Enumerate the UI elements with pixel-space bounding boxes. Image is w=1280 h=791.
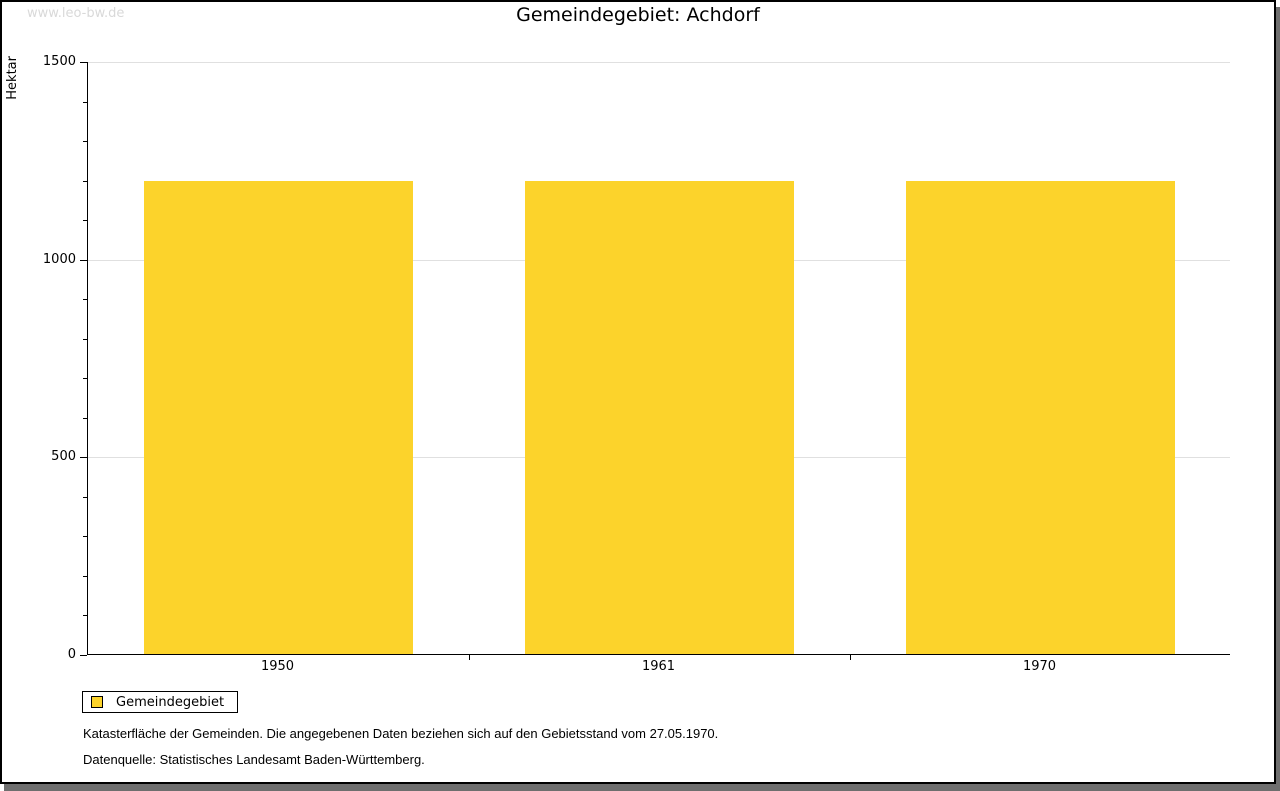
bar [906, 181, 1175, 654]
y-axis-minor-tick [83, 101, 87, 103]
x-tick-label: 1950 [260, 659, 295, 674]
y-axis-minor-tick [83, 536, 87, 538]
y-tick-label: 500 [51, 449, 76, 465]
legend: Gemeindegebiet [82, 691, 239, 713]
y-axis-minor-tick [83, 378, 87, 380]
y-axis-minor-tick [83, 220, 87, 222]
x-axis-tick [850, 654, 851, 660]
legend-label: Gemeindegebiet [116, 694, 225, 710]
y-axis-minor-tick [83, 496, 87, 498]
bar [525, 181, 794, 654]
y-axis-minor-tick [83, 299, 87, 301]
y-tick-label: 1000 [42, 251, 76, 267]
y-axis-minor-tick [83, 180, 87, 182]
watermark: www.leo-bw.de [27, 6, 125, 21]
y-axis-minor-tick [83, 575, 87, 577]
x-tick-label: 1970 [1022, 659, 1057, 674]
y-axis-minor-tick [83, 338, 87, 340]
gridline [88, 62, 1230, 63]
bar [144, 181, 413, 654]
chart-title: Gemeindegebiet: Achdorf [516, 4, 760, 26]
y-axis-major-tick [80, 655, 87, 656]
plot-area [80, 62, 1230, 660]
y-tick-label: 1500 [42, 54, 76, 69]
y-axis-major-tick [80, 259, 87, 261]
y-axis-major-tick [80, 457, 87, 459]
y-axis-tick-labels: 0 500 1000 1500 [14, 2, 76, 782]
x-axis-tick-labels: 1950 1961 1970 [87, 659, 1230, 677]
y-axis-minor-tick [83, 141, 87, 143]
x-axis-tick [469, 654, 470, 660]
y-axis-minor-tick [83, 417, 87, 419]
y-axis-major-tick [80, 62, 87, 63]
x-tick-label: 1961 [641, 659, 676, 674]
y-axis-minor-tick [83, 615, 87, 617]
footnote-source-note: Katasterfläche der Gemeinden. Die angege… [83, 726, 719, 741]
legend-swatch [91, 696, 103, 708]
footnote-data-source: Datenquelle: Statistisches Landesamt Bad… [83, 752, 425, 767]
y-tick-label: 0 [67, 647, 76, 662]
